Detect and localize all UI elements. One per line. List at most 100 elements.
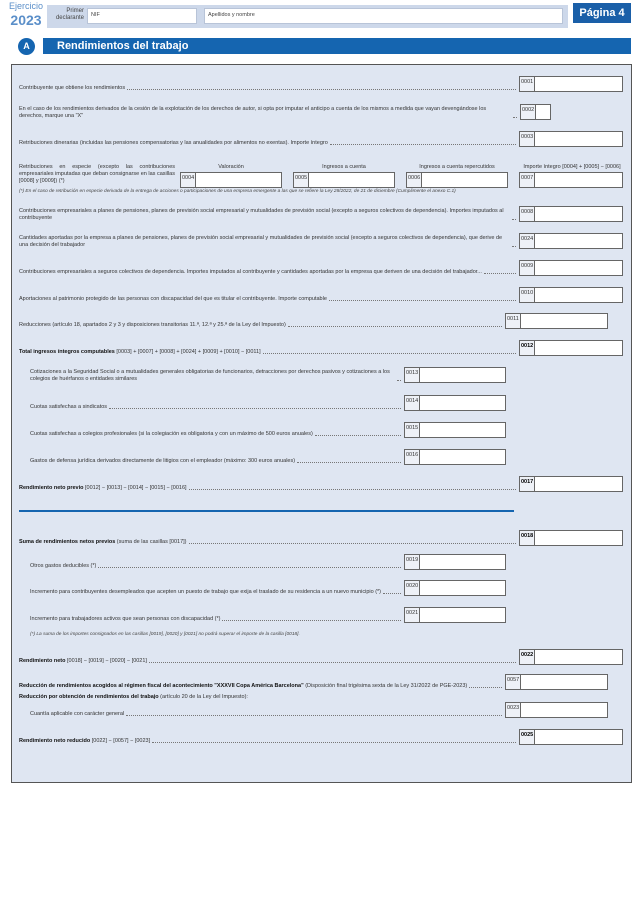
field-0005[interactable] <box>309 172 395 188</box>
row-0025: Rendimiento neto reducido [0022] − [0057… <box>19 729 623 745</box>
row-0011: Reducciones (artículo 18, apartados 2 y … <box>19 313 608 329</box>
label-bold: Rendimiento neto reducido <box>19 738 91 744</box>
box-code: 0057 <box>505 674 521 690</box>
especie-label: Retribuciones en especie (excepto las co… <box>19 164 175 184</box>
label: Aportaciones al patrimonio protegido de … <box>19 296 327 302</box>
box-code: 0019 <box>404 554 420 570</box>
field-0021[interactable] <box>420 607 506 623</box>
row-0018: Suma de rendimientos netos previos (suma… <box>19 530 623 546</box>
box-code: 0023 <box>505 702 521 718</box>
field-0006[interactable] <box>422 172 508 188</box>
label: Gastos de defensa jurídica derivados dir… <box>30 458 296 464</box>
field-0023[interactable] <box>521 702 608 718</box>
field-0001[interactable] <box>535 76 623 92</box>
box-code: 0009 <box>519 260 535 276</box>
col-repercutidos: Ingresos a cuenta repercutidos <box>419 164 495 170</box>
field-0009[interactable] <box>535 260 623 276</box>
declarante-label: Primer declarante <box>55 8 84 21</box>
field-0012[interactable] <box>535 340 623 356</box>
label: Cotizaciones a la Seguridad Social o a m… <box>30 369 390 382</box>
label: Reducciones (artículo 18, apartados 2 y … <box>19 322 286 328</box>
label-bold: Suma de rendimientos netos previos <box>19 539 116 545</box>
ejercicio-label: Ejercicio <box>8 1 43 11</box>
label: (Disposición final trigésima sexta de la… <box>303 683 468 689</box>
label: En el caso de los rendimientos derivados… <box>19 106 487 119</box>
label: [0012] − [0013] − [0014] − [0015] − [001… <box>83 485 187 491</box>
col-valoracion: Valoración <box>218 164 244 170</box>
box-code: 0004 <box>180 172 196 188</box>
field-0004[interactable] <box>196 172 282 188</box>
field-0016[interactable] <box>420 449 506 465</box>
box-code: 0002 <box>520 104 536 120</box>
label-bold: Rendimiento neto <box>19 658 66 664</box>
box-code: 0005 <box>293 172 309 188</box>
field-0020[interactable] <box>420 580 506 596</box>
field-0013[interactable] <box>420 367 506 383</box>
row-0057: Reducción de rendimientos acogidos al ré… <box>19 674 608 690</box>
nombre-label: Apellidos y nombre <box>208 12 255 18</box>
field-0015[interactable] <box>420 422 506 438</box>
field-0007[interactable] <box>535 172 623 188</box>
row-0024: Cantidades aportadas por la empresa a pl… <box>19 233 623 249</box>
box-code: 0020 <box>404 580 420 596</box>
label: Contribuyente que obtiene los rendimient… <box>19 85 126 91</box>
box-code: 0006 <box>406 172 422 188</box>
col-ingresos: Ingresos a cuenta <box>322 164 366 170</box>
row-0002: En el caso de los rendimientos derivados… <box>19 104 551 120</box>
label: Cantidades aportadas por la empresa a pl… <box>19 235 503 248</box>
row-0010: Aportaciones al patrimonio protegido de … <box>19 287 623 303</box>
field-0011[interactable] <box>521 313 608 329</box>
label-bold: Rendimiento neto previo <box>19 485 84 491</box>
field-0024[interactable] <box>535 233 623 249</box>
row-0013: Cotizaciones a la Seguridad Social o a m… <box>30 367 506 383</box>
box-code: 0003 <box>519 131 535 147</box>
label: Incremento para contribuyentes desemplea… <box>30 589 382 595</box>
label: Cuotas satisfechas a colegios profesiona… <box>30 431 313 437</box>
row-0019: Otros gastos deducibles (*) 0019 <box>30 554 506 570</box>
box-code: 0010 <box>519 287 535 303</box>
year: 2023 <box>10 12 42 28</box>
field-0008[interactable] <box>535 206 623 222</box>
box-code: 0008 <box>519 206 535 222</box>
field-0019[interactable] <box>420 554 506 570</box>
box-code: 0015 <box>404 422 420 438</box>
box-code: 0017 <box>519 476 535 492</box>
label: Cuantía aplicable con carácter general <box>30 711 125 717</box>
row-0023: Cuantía aplicable con carácter general 00… <box>30 702 608 718</box>
reduccion-heading: Reducción por obtención de rendimientos … <box>19 694 248 700</box>
row-0003: Retribuciones dinerarias (incluidas las … <box>19 131 623 147</box>
field-0018[interactable] <box>535 530 623 546</box>
nif-field[interactable]: NIF <box>87 8 197 24</box>
row-0021: Incremento para trabajadores activos que… <box>30 607 506 623</box>
divider <box>19 510 514 512</box>
field-0022[interactable] <box>535 649 623 665</box>
field-0057[interactable] <box>521 674 608 690</box>
label: Cuotas satisfechas a sindicatos <box>30 404 108 410</box>
label: Otros gastos deducibles (*) <box>30 563 97 569</box>
row-0009: Contribuciones empresariales a seguros c… <box>19 260 623 276</box>
row-0012: Total ingresos íntegros computables [000… <box>19 340 623 356</box>
row-0008: Contribuciones empresariales a planes de… <box>19 206 623 222</box>
box-code: 0024 <box>519 233 535 249</box>
field-0017[interactable] <box>535 476 623 492</box>
field-0025[interactable] <box>535 729 623 745</box>
label: [0022] − [0057] − [0023] <box>90 738 151 744</box>
field-0014[interactable] <box>420 395 506 411</box>
nif-label: NIF <box>91 12 100 18</box>
label: Contribuciones empresariales a seguros c… <box>19 269 482 275</box>
label: Incremento para trabajadores activos que… <box>30 616 221 622</box>
label: [0003] + [0007] + [0008] + [0024] + [000… <box>114 349 261 355</box>
section-letter: A <box>18 38 35 55</box>
label: (artículo 20 de la Ley del Impuesto): <box>158 694 248 700</box>
field-0010[interactable] <box>535 287 623 303</box>
checkbox-0002[interactable] <box>536 104 551 120</box>
label: Retribuciones dinerarias (incluidas las … <box>19 140 328 146</box>
box-code: 0016 <box>404 449 420 465</box>
row-0022: Rendimiento neto [0018] − [0019] − [0020… <box>19 649 623 665</box>
field-0003[interactable] <box>535 131 623 147</box>
row-0020: Incremento para contribuyentes desemplea… <box>30 580 506 596</box>
limit-note: (*) La suma de los importes consignados … <box>30 632 300 637</box>
box-code: 0018 <box>519 530 535 546</box>
nombre-field[interactable]: Apellidos y nombre <box>204 8 563 24</box>
label: Contribuciones empresariales a planes de… <box>19 208 504 221</box>
